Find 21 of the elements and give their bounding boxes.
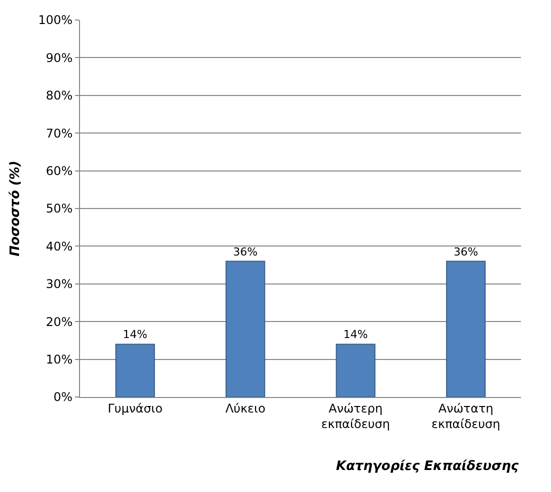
x-tick-label: Ανώτατη εκπαίδευση	[432, 401, 500, 431]
x-tick-label: Λύκειο	[225, 401, 266, 416]
y-tick-label: 100%	[38, 13, 73, 28]
x-tick-label: Γυμνάσιο	[108, 401, 163, 416]
data-label: 14%	[122, 328, 148, 342]
y-tick-label: 20%	[46, 314, 73, 329]
y-tick-label: 30%	[46, 277, 73, 292]
y-axis-title: Ποσοστό (%)	[8, 160, 24, 256]
data-label: 36%	[454, 245, 478, 258]
x-axis-title: Κατηγορίες Εκπαίδευσης	[336, 459, 519, 474]
y-tick-label: 90%	[46, 50, 73, 65]
y-tick-label: 10%	[46, 352, 73, 366]
x-tick-label: Ανώτερη εκπαίδευση	[321, 401, 390, 431]
y-tick-label: 80%	[46, 88, 73, 103]
y-tick-label: 70%	[46, 126, 73, 140]
data-label: 36%	[233, 245, 258, 258]
y-tick-label: 0%	[54, 390, 73, 404]
y-tick-label: 40%	[46, 239, 73, 254]
y-tick-label: 60%	[46, 164, 73, 178]
data-label: 14%	[343, 328, 368, 342]
y-tick-label: 50%	[46, 202, 73, 216]
